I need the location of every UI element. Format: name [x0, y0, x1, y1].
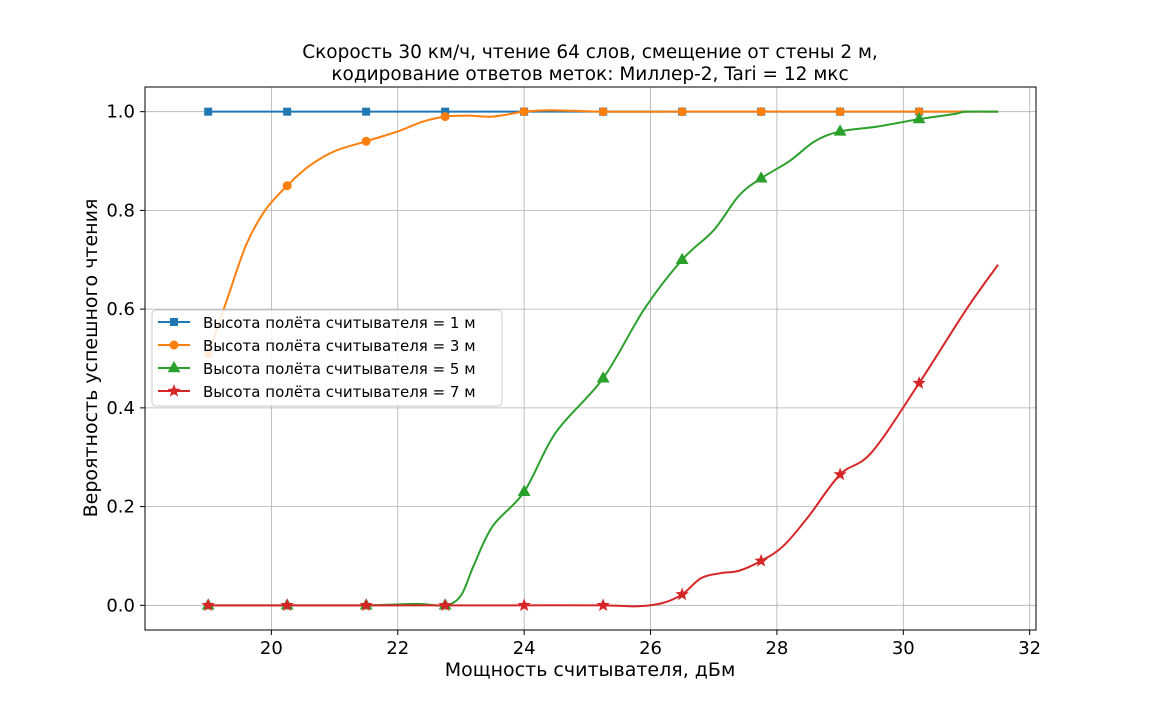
- series-3-point: [596, 371, 610, 383]
- plot-frame: [144, 86, 1037, 631]
- x-tick-label: 30: [892, 638, 915, 659]
- chart-title-line-2: кодирование ответов меток: Миллер-2, Tar…: [331, 64, 848, 85]
- series-4-point: [359, 598, 373, 611]
- series-3-point: [833, 124, 847, 136]
- legend-label-series-3: Высота полёта считывателя = 5 м: [203, 360, 476, 378]
- ticks: 20 22 24 26 28 30 32 0.0 0.2 0.4 0.6 0.8 1.0: [106, 102, 1041, 659]
- series-2-point: [677, 107, 687, 117]
- x-tick-label: 22: [386, 638, 409, 659]
- series-3-point: [912, 112, 926, 124]
- series-1-point: [283, 107, 292, 116]
- y-tick-label: 0.4: [106, 398, 135, 419]
- series-2-point: [440, 112, 450, 122]
- legend-marker-series-4: [167, 384, 181, 397]
- y-tick-label: 0.8: [106, 200, 135, 221]
- series-2-point: [756, 107, 766, 117]
- series-4-point: [675, 587, 689, 601]
- series-2-point: [361, 136, 371, 146]
- chart-title-line-1: Скорость 30 км/ч, чтение 64 слов, смещен…: [302, 42, 878, 63]
- series-4-point: [833, 467, 847, 481]
- legend-label-series-4: Высота полёта считывателя = 7 м: [203, 383, 476, 401]
- x-tick-label: 28: [765, 638, 788, 659]
- series-4: [201, 264, 999, 611]
- y-tick-label: 0.0: [106, 595, 135, 616]
- series-1-point: [204, 107, 213, 116]
- series-2-line: [207, 109, 999, 354]
- series-1-point: [441, 107, 450, 116]
- x-axis-label: Мощность считывателя, дБм: [445, 659, 736, 681]
- legend-marker-series-1: [170, 318, 178, 326]
- x-tick-label: 20: [260, 638, 283, 659]
- series-2-point: [519, 107, 529, 117]
- series-2: [203, 107, 999, 359]
- legend-marker-series-2: [169, 340, 179, 350]
- series-4-point: [438, 598, 452, 611]
- y-axis-label: Вероятность успешного чтения: [80, 199, 102, 518]
- series-2-point: [598, 107, 608, 117]
- legend-box: [151, 309, 503, 407]
- series-4-point: [596, 598, 610, 611]
- x-tick-label: 32: [1018, 638, 1041, 659]
- series-4-point: [201, 598, 215, 611]
- series-2-point: [835, 107, 845, 117]
- x-tick-label: 26: [639, 638, 662, 659]
- series-2-point: [914, 107, 924, 117]
- series-1-point: [362, 107, 371, 116]
- series-4-point: [280, 598, 294, 611]
- y-tick-label: 0.2: [106, 497, 135, 518]
- series-2-point: [282, 181, 292, 191]
- legend: Высота полёта считывателя = 1 м Высота п…: [151, 309, 503, 407]
- series-3-point: [675, 252, 689, 264]
- y-tick-label: 1.0: [106, 102, 135, 123]
- series-3-point: [754, 171, 768, 183]
- legend-label-series-1: Высота полёта считывателя = 1 м: [203, 314, 476, 332]
- x-tick-label: 24: [513, 638, 536, 659]
- series-4-point: [912, 376, 926, 389]
- legend-label-series-2: Высота полёта считывателя = 3 м: [203, 337, 476, 355]
- series-3-point: [517, 484, 531, 496]
- series-4-point: [517, 598, 531, 611]
- series-4-point: [754, 553, 768, 567]
- y-tick-label: 0.6: [106, 299, 135, 320]
- series-lines: [201, 107, 999, 611]
- legend-marker-series-3: [167, 361, 181, 373]
